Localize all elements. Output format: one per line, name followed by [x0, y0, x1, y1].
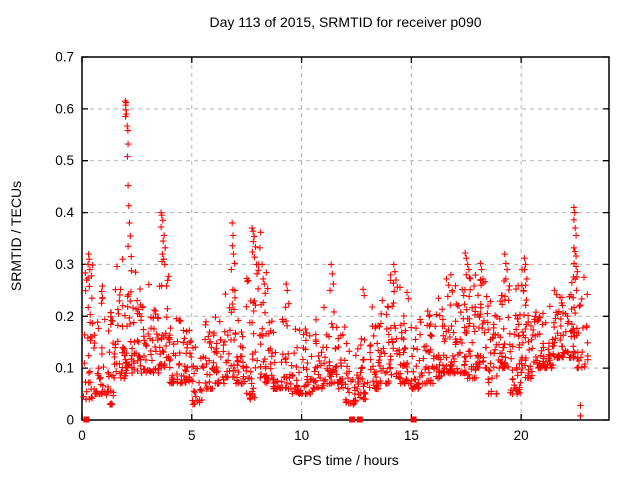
scatter-points: [80, 97, 591, 420]
x-tick-label: 20: [514, 428, 529, 443]
zero-square-marker: [410, 416, 417, 423]
y-tick-label: 0.5: [55, 153, 74, 168]
y-tick-label: 0.6: [55, 101, 74, 116]
plot-border: [81, 56, 610, 421]
x-tick-label: 5: [188, 428, 196, 443]
chart-title: Day 113 of 2015, SRMTID for receiver p09…: [209, 14, 482, 30]
zero-square-marker: [356, 416, 363, 423]
y-tick-label: 0.3: [55, 257, 74, 272]
y-axis-label: SRMTID / TECUs: [8, 180, 24, 292]
x-axis-label: GPS time / hours: [292, 452, 399, 468]
y-tick-label: 0: [66, 413, 74, 428]
zero-square-marker: [83, 416, 90, 423]
y-tick-label: 0.1: [55, 361, 74, 376]
zero-square-marker: [349, 416, 356, 423]
y-tick-label: 0.7: [55, 50, 74, 65]
x-tick-label: 10: [294, 428, 309, 443]
y-tick-label: 0.2: [55, 309, 74, 324]
x-tick-label: 15: [404, 428, 419, 443]
y-tick-label: 0.4: [55, 205, 74, 220]
x-tick-label: 0: [78, 428, 86, 443]
